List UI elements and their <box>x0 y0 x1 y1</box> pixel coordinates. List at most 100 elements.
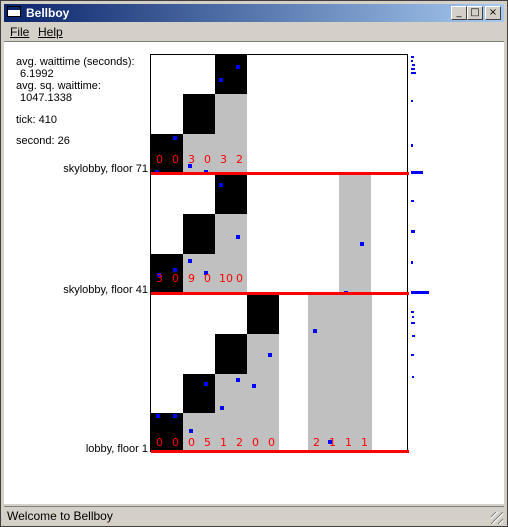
queue-mark <box>411 311 414 313</box>
section-floor-41: 3 0 9 0 10 0 <box>151 175 409 295</box>
section-floor-1: 0 0 0 5 1 2 0 0 2 1 1 1 <box>151 295 409 453</box>
car-counts: 0 0 3 0 3 2 <box>156 153 243 166</box>
window-title: Bellboy <box>26 6 70 20</box>
menu-file[interactable]: File <box>10 25 30 39</box>
car-count: 1 <box>361 436 368 449</box>
car-count: 0 <box>268 436 275 449</box>
elevator-shaft <box>247 334 263 452</box>
avg-wait-value: 6.1992 <box>20 68 54 80</box>
elevator-shaft <box>215 94 231 174</box>
maximize-button[interactable]: □ <box>467 6 483 20</box>
passenger <box>219 183 223 187</box>
elevator-shaft <box>231 94 247 174</box>
queue-mark <box>411 322 415 324</box>
elevator-car <box>199 214 215 254</box>
car-count: 1 <box>329 436 336 449</box>
elevator-shaft <box>324 295 340 452</box>
car-count: 2 <box>236 153 243 166</box>
passenger <box>157 273 161 277</box>
queue-mark <box>412 335 415 337</box>
elevator-car <box>183 214 199 254</box>
elevator-car <box>231 334 247 374</box>
status-text: Welcome to Bellboy <box>7 509 113 523</box>
queue-mark <box>411 144 413 147</box>
car-counts: 0 0 0 5 1 2 0 0 2 1 1 1 <box>156 436 368 449</box>
queue-mark <box>411 100 413 102</box>
queue-mark <box>411 261 413 264</box>
car-counts: 3 0 9 0 10 0 <box>156 272 243 285</box>
car-count: 2 <box>236 436 243 449</box>
passenger <box>252 384 256 388</box>
elevator-shaft <box>215 374 231 452</box>
elevator-shaft <box>340 295 356 452</box>
simulation-panel: avg. waittime (seconds): 6.1992 avg. sq.… <box>4 41 504 504</box>
floor-line-1 <box>151 450 409 453</box>
elevator-car <box>215 334 231 374</box>
car-count: 0 <box>156 153 163 166</box>
elevator-car <box>263 295 279 334</box>
car-count: 2 <box>313 436 320 449</box>
car-count: 3 <box>220 153 227 166</box>
queue-mark <box>412 316 414 318</box>
elevator-shaft <box>339 175 355 294</box>
car-count: 1 <box>220 436 227 449</box>
car-count: 0 <box>156 436 163 449</box>
car-count: 0 <box>188 436 195 449</box>
elevator-car <box>215 175 231 214</box>
passenger <box>173 268 177 272</box>
car-count: 1 <box>345 436 352 449</box>
queue-bar <box>411 291 429 294</box>
car-count: 0 <box>236 272 243 285</box>
passenger <box>188 164 192 168</box>
menu-bar: File Help <box>4 24 504 41</box>
floor-line-71 <box>151 172 409 175</box>
elevator-car <box>215 55 231 94</box>
elevator-car <box>199 94 215 134</box>
resize-grip[interactable] <box>491 512 503 524</box>
menu-help[interactable]: Help <box>38 25 63 39</box>
passenger <box>313 329 317 333</box>
passenger <box>268 353 272 357</box>
minimize-button[interactable]: _ <box>451 6 467 20</box>
elevator-car <box>231 175 247 214</box>
car-count: 0 <box>172 436 179 449</box>
title-bar[interactable]: Bellboy _ □ × <box>4 4 504 22</box>
close-button[interactable]: × <box>485 6 501 20</box>
floor-label-71: skylobby, floor 71 <box>63 163 148 175</box>
queue-mark <box>411 68 415 70</box>
passenger <box>219 78 223 82</box>
elevator-shaft <box>215 214 231 294</box>
avg-sq-wait-label: avg. sq. waittime: <box>16 80 101 92</box>
queue-mark <box>411 200 414 202</box>
app-icon <box>7 6 21 17</box>
elevator-shaft <box>183 134 199 174</box>
car-count: 0 <box>252 436 259 449</box>
elevator-car <box>167 413 183 452</box>
queue-mark <box>411 60 413 62</box>
elevator-car <box>183 374 199 413</box>
elevator-car <box>167 134 183 174</box>
avg-sq-wait-value: 1047.1338 <box>20 92 72 104</box>
elevator-shaft <box>355 175 371 294</box>
section-floor-71: 0 0 3 0 3 2 <box>151 55 409 175</box>
car-count: 0 <box>204 153 211 166</box>
queue-mark <box>411 230 415 233</box>
elevator-car <box>167 254 183 294</box>
passenger <box>360 242 364 246</box>
passenger <box>173 136 177 140</box>
elevator-shaft <box>199 413 215 452</box>
elevator-shaft <box>308 295 324 452</box>
passenger <box>189 429 193 433</box>
queue-mark <box>411 56 414 58</box>
elevator-car <box>247 295 263 334</box>
car-count: 9 <box>188 272 195 285</box>
elevator-shaft <box>231 374 247 452</box>
elevator-shaft <box>231 214 247 294</box>
floor-line-41 <box>151 292 409 295</box>
avg-wait-label: avg. waittime (seconds): <box>16 56 135 68</box>
floor-label-1: lobby, floor 1 <box>85 443 148 455</box>
car-count: 0 <box>204 272 211 285</box>
passenger <box>204 271 208 275</box>
elevator-car <box>151 413 167 452</box>
